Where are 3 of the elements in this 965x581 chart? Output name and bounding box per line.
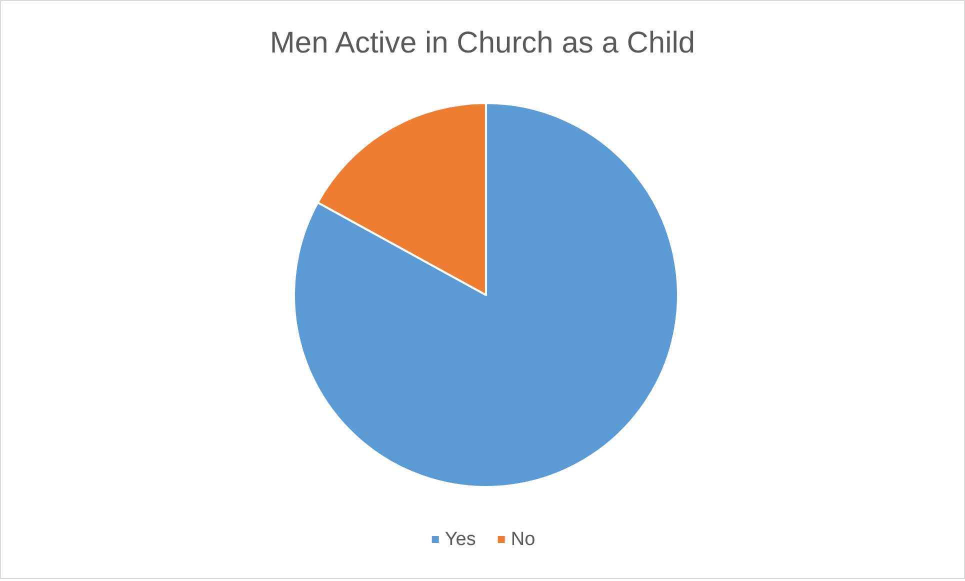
legend-label: Yes bbox=[444, 529, 476, 550]
chart-title: Men Active in Church as a Child bbox=[270, 26, 696, 60]
legend-label: No bbox=[510, 529, 536, 550]
